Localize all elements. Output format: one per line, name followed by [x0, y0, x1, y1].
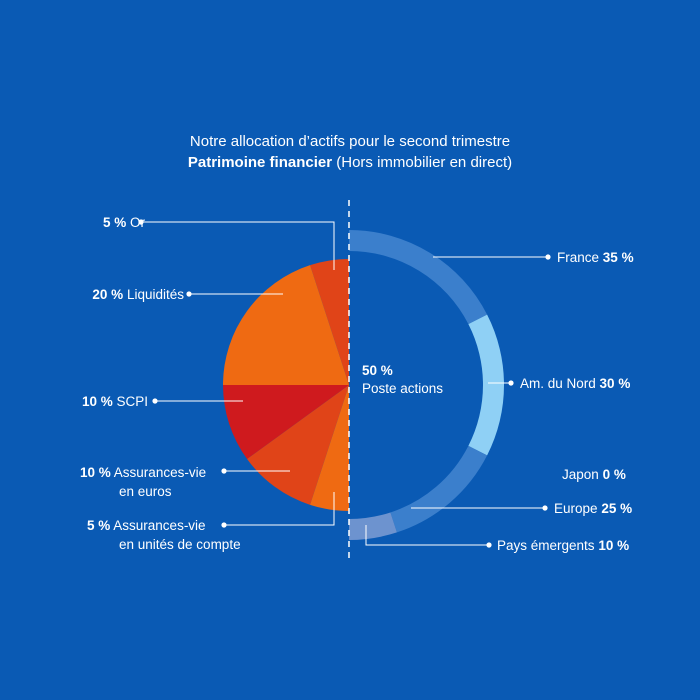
leader-dot-av-euros — [221, 468, 227, 474]
chart-title: Notre allocation d’actifs pour le second… — [189, 133, 511, 150]
leader-dot-europe — [542, 505, 548, 511]
leader-pays-emergents — [365, 525, 489, 546]
pie-slice-scpi — [222, 385, 349, 460]
donut-segment-am_nord — [468, 314, 505, 456]
leader-dot-av-uc — [221, 522, 227, 528]
center-label: 50 % Poste actions — [362, 363, 444, 396]
label-or: 5 % Or — [102, 215, 145, 230]
leader-dot-pays-emergents — [486, 542, 492, 548]
label-av-uc: 5 % Assurances-vie en unités de compte — [87, 518, 241, 552]
label-france: France 35 % — [557, 250, 634, 265]
pie-slice-liquidites — [223, 265, 349, 385]
pie-slice-or — [310, 259, 349, 385]
label-scpi: 10 % SCPI — [81, 394, 148, 409]
label-europe: Europe 25 % — [554, 501, 633, 516]
label-av-euros: 10 % Assurances-vie en euros — [80, 465, 207, 499]
leader-dot-france — [545, 254, 551, 260]
chart-subtitle: Patrimoine financier (Hors immobilier en… — [187, 154, 513, 171]
leader-dot-or — [138, 219, 144, 225]
donut-segment-france — [349, 230, 488, 325]
label-liquidites: 20 % Liquidités — [92, 287, 184, 302]
label-japon: Japon 0 % — [562, 467, 626, 482]
leader-or — [141, 221, 335, 270]
leader-dot-scpi — [152, 398, 158, 404]
label-am-nord: Am. du Nord 30 % — [520, 376, 631, 391]
pie-slice-av_euros — [247, 385, 349, 505]
leader-av-uc — [224, 492, 335, 526]
donut-segment-pays_emergents — [349, 512, 397, 540]
leader-dot-liquidites — [186, 291, 192, 297]
leader-dot-am-nord — [508, 380, 514, 386]
donut-segment-europe — [390, 445, 488, 533]
label-pays-emergents: Pays émergents 10 % — [497, 538, 630, 553]
pie-slice-av_uc — [310, 385, 349, 511]
